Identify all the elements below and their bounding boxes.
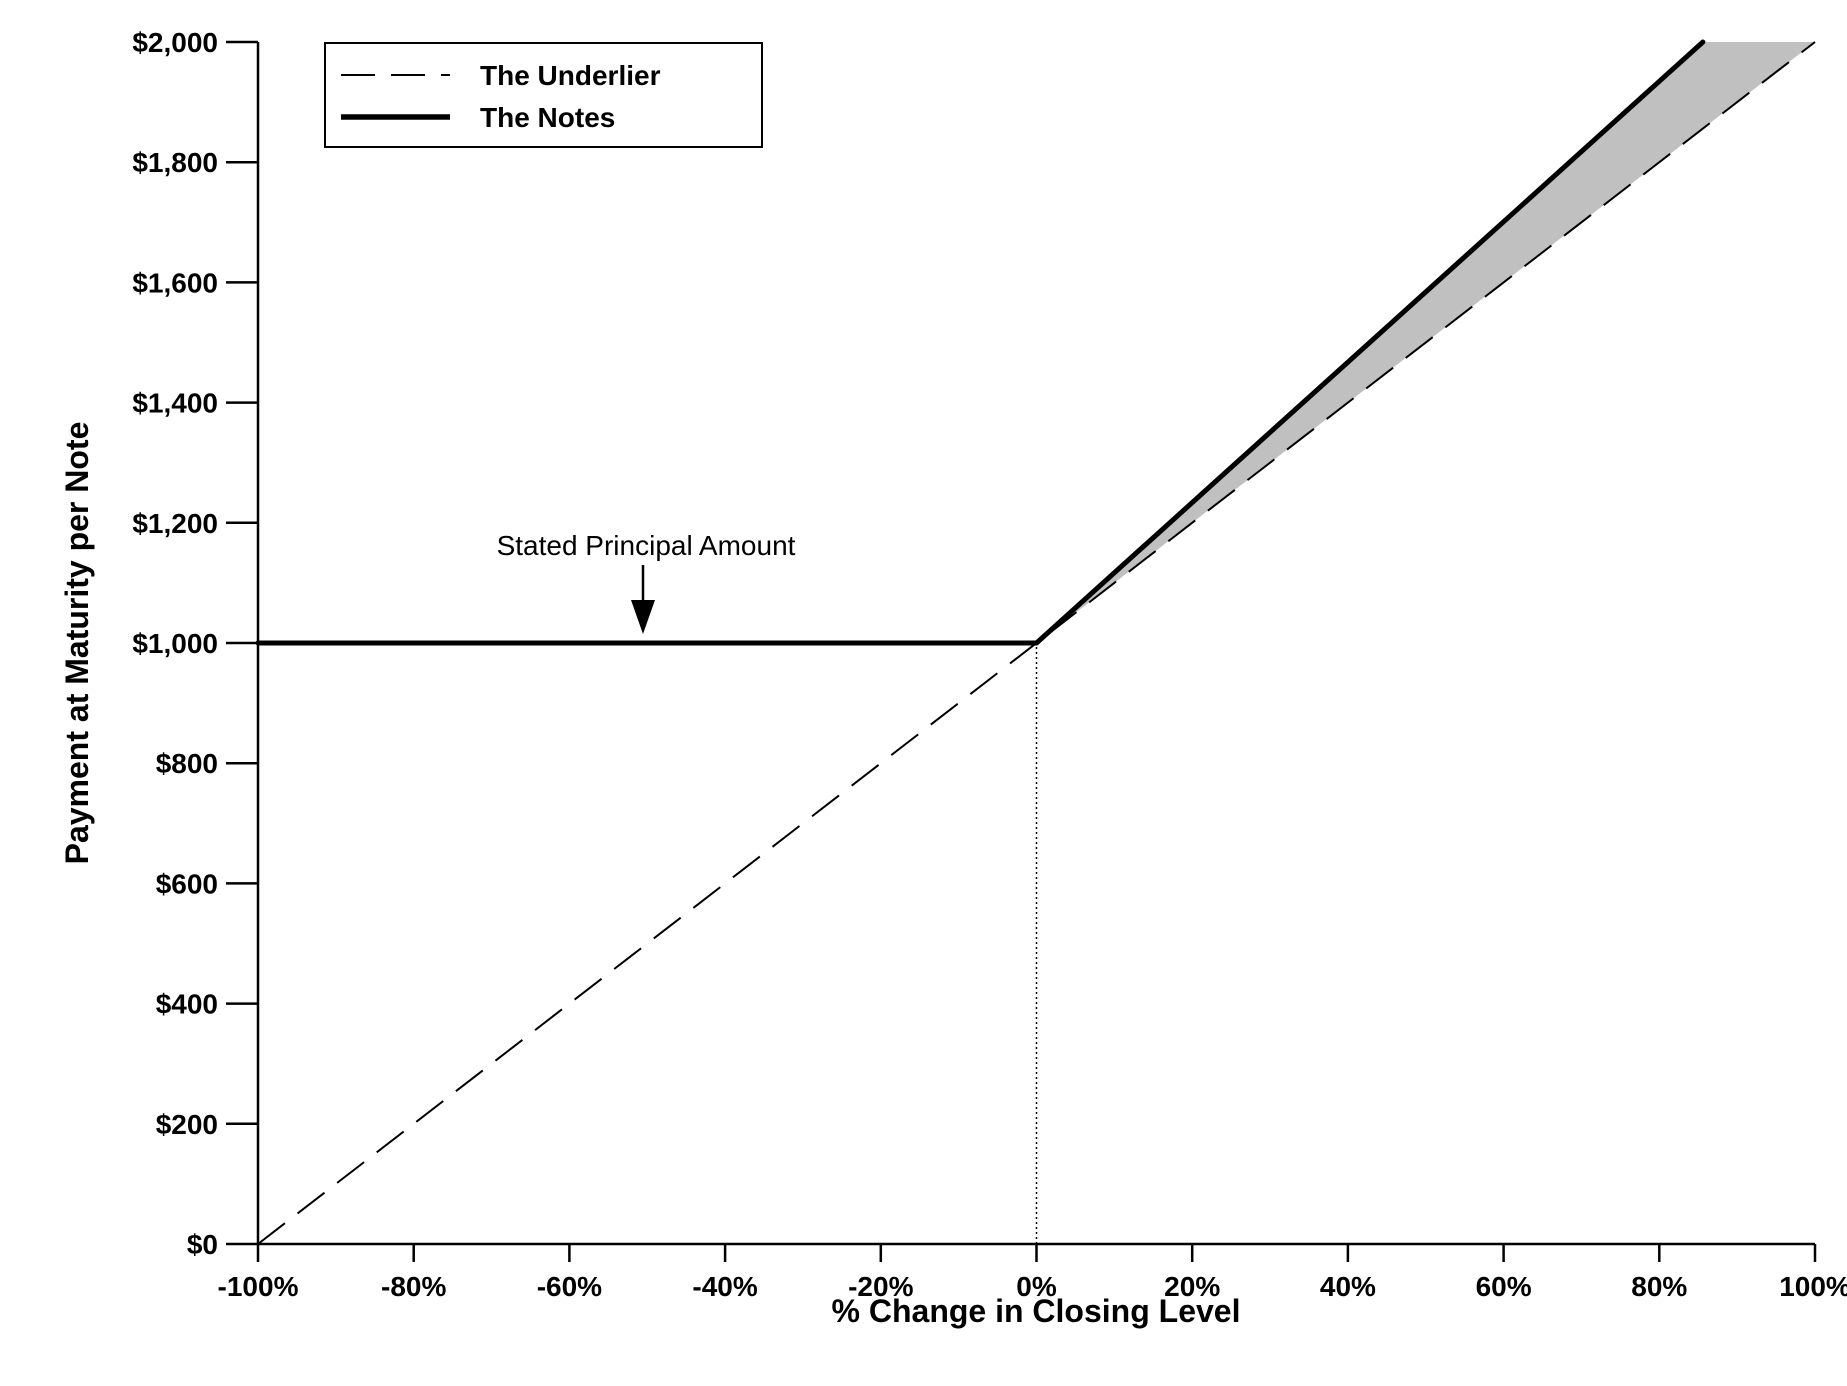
x-tick-label: -60% — [537, 1271, 602, 1302]
stated-principal-annotation: Stated Principal Amount — [497, 530, 796, 634]
x-axis-title: % Change in Closing Level — [832, 1293, 1241, 1329]
y-tick-label: $1,000 — [132, 628, 218, 659]
x-tick-label: 0% — [1016, 1271, 1057, 1302]
x-tick-label: -40% — [692, 1271, 757, 1302]
y-tick-label: $1,600 — [132, 267, 218, 298]
y-tick-label: $800 — [156, 748, 218, 779]
y-axis-title: Payment at Maturity per Note — [59, 422, 95, 865]
y-tick-label: $0 — [187, 1229, 218, 1260]
x-ticks: -100% -80% -60% -40% -20% 0% 20% 40% 60% 80% 100% — [218, 1244, 1847, 1302]
legend-box — [324, 42, 763, 148]
annotation-label: Stated Principal Amount — [497, 530, 796, 561]
x-tick-label: -100% — [218, 1271, 299, 1302]
x-tick-label: 60% — [1476, 1271, 1532, 1302]
y-ticks: $0 $200 $400 $600 $800 $1,000 $1,200 $1,400 $1,6… — [132, 27, 258, 1260]
y-tick-label: $1,800 — [132, 147, 218, 178]
series-line-notes — [255, 39, 1706, 646]
x-tick-label: 20% — [1164, 1271, 1220, 1302]
y-tick-label: $1,400 — [132, 388, 218, 419]
x-tick-label: -20% — [848, 1271, 913, 1302]
legend: The Underlier The Notes — [324, 42, 763, 148]
y-tick-label: $600 — [156, 868, 218, 899]
y-tick-label: $1,200 — [132, 508, 218, 539]
legend-label-notes: The Notes — [480, 102, 615, 133]
y-tick-label: $400 — [156, 989, 218, 1020]
x-tick-label: 40% — [1320, 1271, 1376, 1302]
x-tick-label: 80% — [1631, 1271, 1687, 1302]
y-tick-label: $200 — [156, 1109, 218, 1140]
annotation-arrow-head-icon — [631, 600, 655, 634]
y-tick-label: $2,000 — [132, 27, 218, 58]
series-layer — [255, 39, 1816, 1245]
x-tick-label: -80% — [381, 1271, 446, 1302]
x-tick-label: 100% — [1779, 1271, 1847, 1302]
legend-label-underlier: The Underlier — [480, 60, 661, 91]
